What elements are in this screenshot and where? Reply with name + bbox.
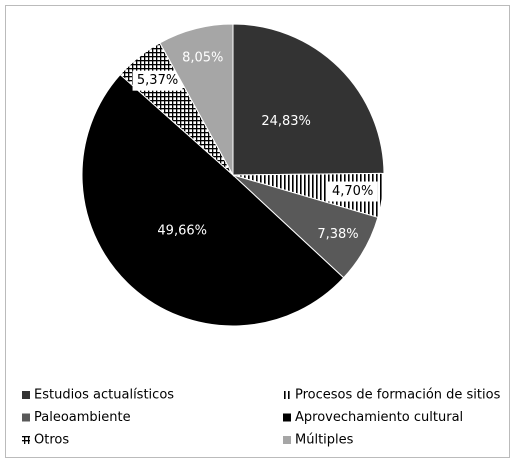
legend-label: Múltiples — [295, 433, 354, 448]
pie-slice — [81, 73, 345, 327]
legend-marker — [22, 436, 30, 444]
data-label: 24,83% — [261, 114, 311, 129]
legend-label: Otros — [34, 433, 69, 448]
pie-slice — [232, 23, 385, 176]
legend-label: Estudios actualísticos — [34, 388, 174, 403]
legend-marker — [283, 436, 291, 444]
legend-marker — [22, 413, 30, 422]
data-label: 4,70% — [332, 184, 373, 199]
data-label: 8,05% — [182, 51, 223, 66]
data-label: 5,37% — [137, 73, 178, 88]
pie-slice — [159, 23, 234, 177]
legend-marker — [283, 413, 291, 422]
legend-label: Paleoambiente — [34, 410, 131, 425]
legend-marker — [22, 391, 30, 399]
legend-label: Procesos de formación de sitios — [295, 388, 501, 403]
data-label: 49,66% — [157, 223, 207, 238]
data-label: 7,38% — [317, 227, 358, 242]
legend-marker — [283, 391, 291, 399]
legend-label: Aprovechamiento cultural — [295, 410, 463, 425]
label-background — [132, 70, 183, 91]
label-background — [327, 181, 378, 202]
